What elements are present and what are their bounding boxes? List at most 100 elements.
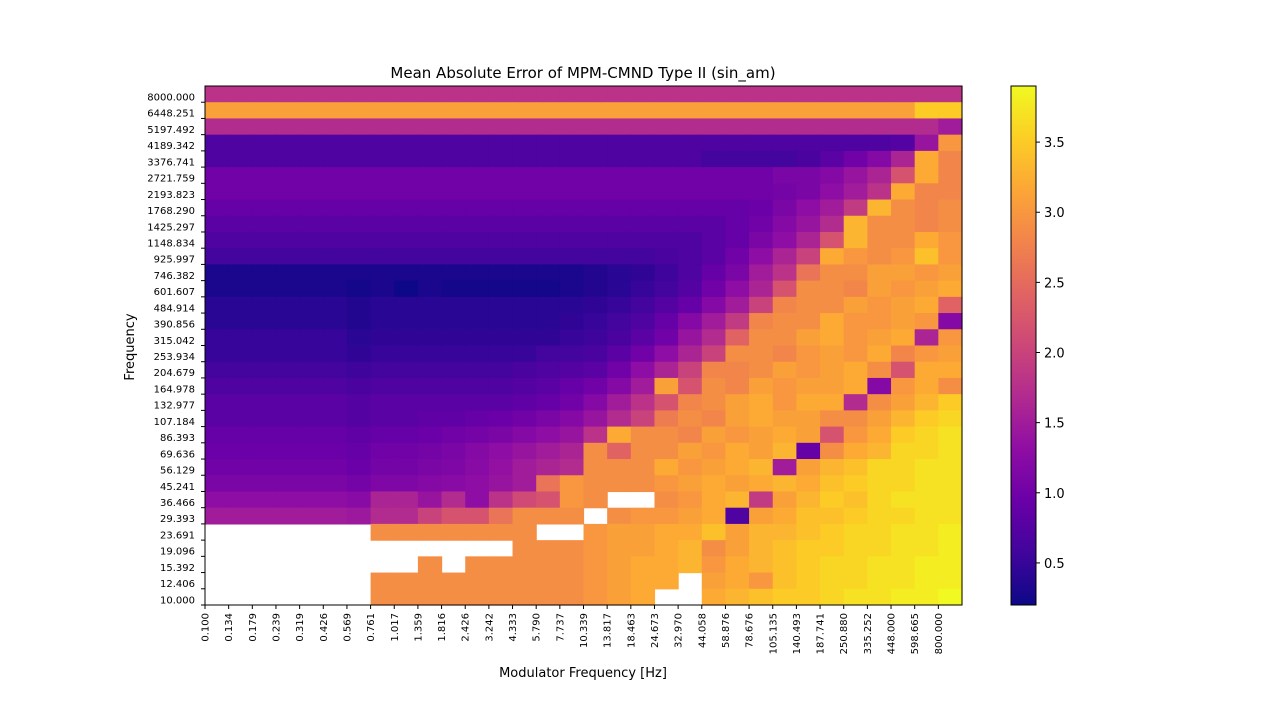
heatmap-cell [630, 572, 656, 590]
heatmap-cell [701, 183, 727, 201]
heatmap-cell [701, 491, 727, 509]
heatmap-cell [914, 459, 939, 476]
heatmap-cell [465, 394, 490, 411]
heatmap-cell [488, 150, 514, 168]
heatmap-cell [417, 313, 443, 330]
heatmap-cell [536, 394, 561, 411]
heatmap-cell [867, 377, 892, 395]
x-tick-label: 1.017 [390, 613, 401, 642]
x-tick-label: 32.970 [674, 613, 685, 648]
heatmap-cell [394, 280, 419, 298]
x-tick-label: 44.058 [697, 613, 708, 648]
heatmap-cell [441, 442, 466, 460]
heatmap-cell [252, 102, 277, 120]
heatmap-cell [417, 572, 443, 590]
heatmap-cell [512, 313, 537, 330]
heatmap-cell [559, 86, 585, 103]
heatmap-cell [346, 280, 372, 298]
heatmap-cell [346, 507, 372, 525]
heatmap-cell [536, 313, 561, 330]
heatmap-cell [370, 572, 395, 590]
heatmap-cell [275, 150, 301, 168]
heatmap-cell [820, 556, 845, 574]
heatmap-cell [583, 102, 608, 120]
heatmap-cell [796, 86, 821, 103]
heatmap-cell [654, 231, 679, 249]
heatmap-cell [607, 296, 632, 314]
heatmap-cell [820, 150, 845, 168]
heatmap-cell [938, 118, 963, 136]
heatmap-cell [228, 102, 253, 120]
heatmap-cell [820, 491, 845, 509]
colorbar-tick-label: 2.5 [1044, 276, 1065, 291]
heatmap-cell [441, 134, 466, 152]
heatmap-cell [701, 280, 727, 298]
heatmap-cell [488, 248, 514, 266]
heatmap-cell [583, 394, 608, 411]
heatmap-cell [678, 280, 703, 298]
heatmap-cell [678, 475, 703, 493]
heatmap-cell [630, 361, 656, 379]
heatmap-cell [536, 572, 561, 590]
heatmap-cell [607, 361, 632, 379]
heatmap-cell [914, 231, 939, 249]
heatmap-cell [891, 248, 916, 266]
heatmap-cell [323, 329, 348, 347]
heatmap-cell [796, 442, 821, 460]
heatmap-cell [488, 507, 514, 525]
heatmap-cell [583, 410, 608, 428]
heatmap-cell [559, 167, 585, 184]
y-tick-label: 925.997 [154, 255, 195, 266]
heatmap-cell [299, 86, 324, 103]
y-tick-label: 86.393 [160, 433, 195, 444]
heatmap-cell [417, 231, 443, 249]
heatmap-cell [299, 361, 324, 379]
heatmap-cell [370, 296, 395, 314]
heatmap-cell [914, 556, 939, 574]
heatmap-cell [346, 248, 372, 266]
heatmap-cell [394, 296, 419, 314]
heatmap-cell [536, 86, 561, 103]
heatmap-cell [867, 572, 892, 590]
heatmap-cell [370, 86, 395, 103]
x-tick-label: 24.673 [650, 613, 661, 648]
heatmap-cell [536, 556, 561, 574]
heatmap-cell [701, 459, 727, 476]
heatmap-cell [654, 248, 679, 266]
y-tick-label: 36.466 [160, 498, 195, 509]
heatmap-cell [275, 426, 301, 444]
y-tick-label: 23.691 [160, 530, 195, 541]
heatmap-cell [749, 296, 774, 314]
x-tick-label: 58.876 [721, 613, 732, 648]
heatmap-cell [725, 410, 750, 428]
heatmap-cell [867, 540, 892, 557]
heatmap-cell [441, 280, 466, 298]
heatmap-cell [228, 313, 253, 330]
heatmap-cell [465, 588, 490, 606]
heatmap-cell [891, 118, 916, 136]
heatmap-cell [394, 426, 419, 444]
heatmap-cell [252, 231, 277, 249]
heatmap-cell [488, 313, 514, 330]
heatmap-cell [417, 361, 443, 379]
heatmap-cell [441, 248, 466, 266]
heatmap-cell [583, 540, 608, 557]
heatmap-cell [346, 199, 372, 217]
heatmap-cell [465, 183, 490, 201]
heatmap-cell [465, 523, 490, 541]
heatmap-cell [630, 410, 656, 428]
heatmap-cell [867, 588, 892, 606]
heatmap-cell [725, 491, 750, 509]
heatmap-cell [749, 377, 774, 395]
heatmap-cell [725, 507, 750, 525]
heatmap-cells [205, 86, 963, 606]
heatmap-cell [891, 572, 916, 590]
heatmap-cell [701, 248, 727, 266]
heatmap-cell [512, 167, 537, 184]
heatmap-cell [275, 248, 301, 266]
heatmap-cell [323, 183, 348, 201]
heatmap-cell [725, 442, 750, 460]
heatmap-cell [252, 426, 277, 444]
x-tick-label: 13.817 [603, 613, 614, 648]
heatmap-cell [252, 442, 277, 460]
